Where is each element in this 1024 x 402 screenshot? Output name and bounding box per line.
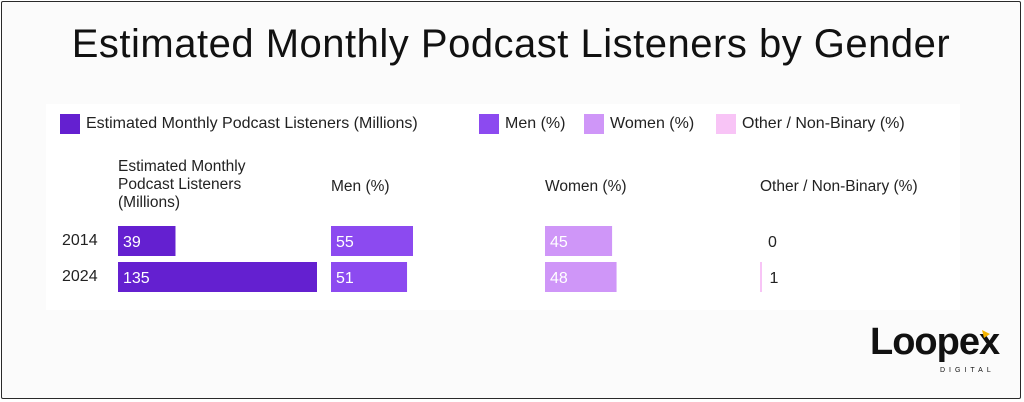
data-label-listeners-2014: 39 bbox=[123, 234, 141, 251]
column-header-other: Other / Non-Binary (%) bbox=[760, 178, 918, 195]
row-label-2014: 2014 bbox=[62, 232, 98, 249]
legend-item-other: Other / Non-Binary (%) bbox=[716, 113, 905, 135]
column-header-listeners-line-3: (Millions) bbox=[118, 194, 180, 211]
column-header-men: Men (%) bbox=[331, 178, 390, 195]
legend-label-women: Women (%) bbox=[610, 115, 695, 132]
data-label-women-2024: 48 bbox=[550, 270, 568, 287]
bar-women-2014 bbox=[545, 226, 613, 256]
bar-listeners-2014 bbox=[118, 226, 176, 256]
legend-label-listeners: Estimated Monthly Podcast Listeners (Mil… bbox=[86, 115, 418, 132]
legend-item-men: Men (%) bbox=[479, 113, 565, 135]
data-label-women-2014: 45 bbox=[550, 234, 568, 251]
bar-women-2024 bbox=[545, 262, 617, 292]
loopex-logo: Loopex DIGITAL bbox=[870, 321, 1001, 374]
data-label-other-2024: 1 bbox=[769, 270, 778, 287]
legend-label-other: Other / Non-Binary (%) bbox=[742, 115, 905, 132]
data-label-men-2014: 55 bbox=[336, 234, 354, 251]
column-header-women: Women (%) bbox=[545, 178, 627, 195]
data-label-men-2024: 51 bbox=[336, 270, 354, 287]
column-header-listeners-line-1: Estimated Monthly bbox=[118, 158, 246, 175]
legend-swatch-listeners bbox=[60, 114, 80, 134]
data-label-listeners-2024: 135 bbox=[123, 270, 150, 287]
column-header-listeners-line-2: Podcast Listeners bbox=[118, 176, 242, 193]
legend-swatch-women bbox=[584, 114, 604, 134]
bar-other-2024 bbox=[760, 262, 762, 292]
legend-swatch-other bbox=[716, 114, 736, 134]
chart-title: Estimated Monthly Podcast Listeners by G… bbox=[71, 22, 951, 66]
legend-item-listeners: Estimated Monthly Podcast Listeners (Mil… bbox=[60, 113, 418, 135]
bar-men-2014 bbox=[331, 226, 413, 256]
legend-swatch-men bbox=[479, 114, 499, 134]
data-label-other-2014: 0 bbox=[768, 234, 777, 251]
bar-men-2024 bbox=[331, 262, 408, 292]
column-header-listeners: Estimated Monthly Podcast Listeners (Mil… bbox=[118, 158, 246, 212]
legend-label-men: Men (%) bbox=[505, 115, 566, 132]
bar-listeners-2024 bbox=[118, 262, 317, 292]
legend-item-women: Women (%) bbox=[584, 113, 694, 135]
logo-tagline: DIGITAL bbox=[940, 367, 995, 374]
logo-accent-icon bbox=[982, 330, 990, 338]
logo-wordmark: Loopex bbox=[870, 321, 1000, 363]
row-label-2024: 2024 bbox=[62, 268, 98, 285]
